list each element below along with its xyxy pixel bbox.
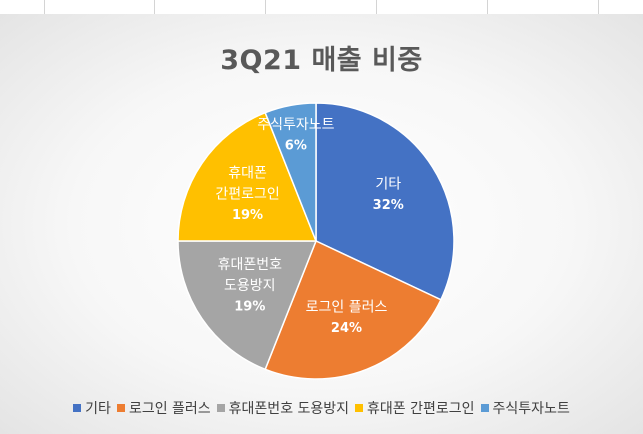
pie-slice[interactable] xyxy=(177,240,318,371)
slice-value-label: 6% xyxy=(285,138,307,153)
legend-swatch xyxy=(480,404,489,412)
pie-slice[interactable] xyxy=(177,111,318,242)
legend-swatch xyxy=(216,404,225,412)
slice-category-label: 주식투자노트 xyxy=(257,117,334,133)
pie-slice[interactable] xyxy=(264,102,317,242)
slice-category-label: 간편로그인 xyxy=(215,186,279,202)
grid-line xyxy=(376,0,377,14)
chart-title: 3Q21 매출 비중 xyxy=(220,45,423,76)
slice-category-label: 기타 xyxy=(375,177,401,193)
legend-label: 주식투자노트 xyxy=(492,401,570,417)
slice-category-label: 휴대폰번호 xyxy=(218,257,283,273)
legend-label: 휴대폰번호 도용방지 xyxy=(228,401,350,417)
grid-line xyxy=(487,0,488,14)
legend-label: 기타 xyxy=(85,401,111,417)
legend-label: 로그인 플러스 xyxy=(128,401,211,417)
legend-swatch xyxy=(355,404,364,412)
legend-swatch xyxy=(116,404,125,412)
legend-item[interactable]: 주식투자노트 xyxy=(480,398,570,418)
slice-category-label: 로그인 플러스 xyxy=(306,299,388,315)
legend: 기타 로그인 플러스 휴대폰번호 도용방지 휴대폰 간편로그인 주식투자노트 xyxy=(0,398,643,418)
slice-value-label: 19% xyxy=(232,208,263,223)
legend-item[interactable]: 휴대폰 간편로그인 xyxy=(355,398,475,418)
grid-line xyxy=(598,0,599,14)
grid-line xyxy=(154,0,155,14)
slice-value-label: 19% xyxy=(234,299,265,314)
legend-item[interactable]: 휴대폰번호 도용방지 xyxy=(216,398,350,418)
grid-line xyxy=(44,0,45,14)
grid-line xyxy=(265,0,266,14)
legend-label: 휴대폰 간편로그인 xyxy=(367,401,475,417)
pie-slice[interactable] xyxy=(315,102,455,301)
legend-item[interactable]: 로그인 플러스 xyxy=(116,398,211,418)
slice-value-label: 32% xyxy=(373,198,404,213)
slice-value-label: 24% xyxy=(331,321,362,336)
slice-category-label: 도용방지 xyxy=(224,278,276,294)
pie-slice[interactable] xyxy=(264,239,442,380)
slice-category-label: 휴대폰 xyxy=(228,165,267,181)
legend-item[interactable]: 기타 xyxy=(73,398,111,418)
legend-swatch xyxy=(73,404,82,412)
